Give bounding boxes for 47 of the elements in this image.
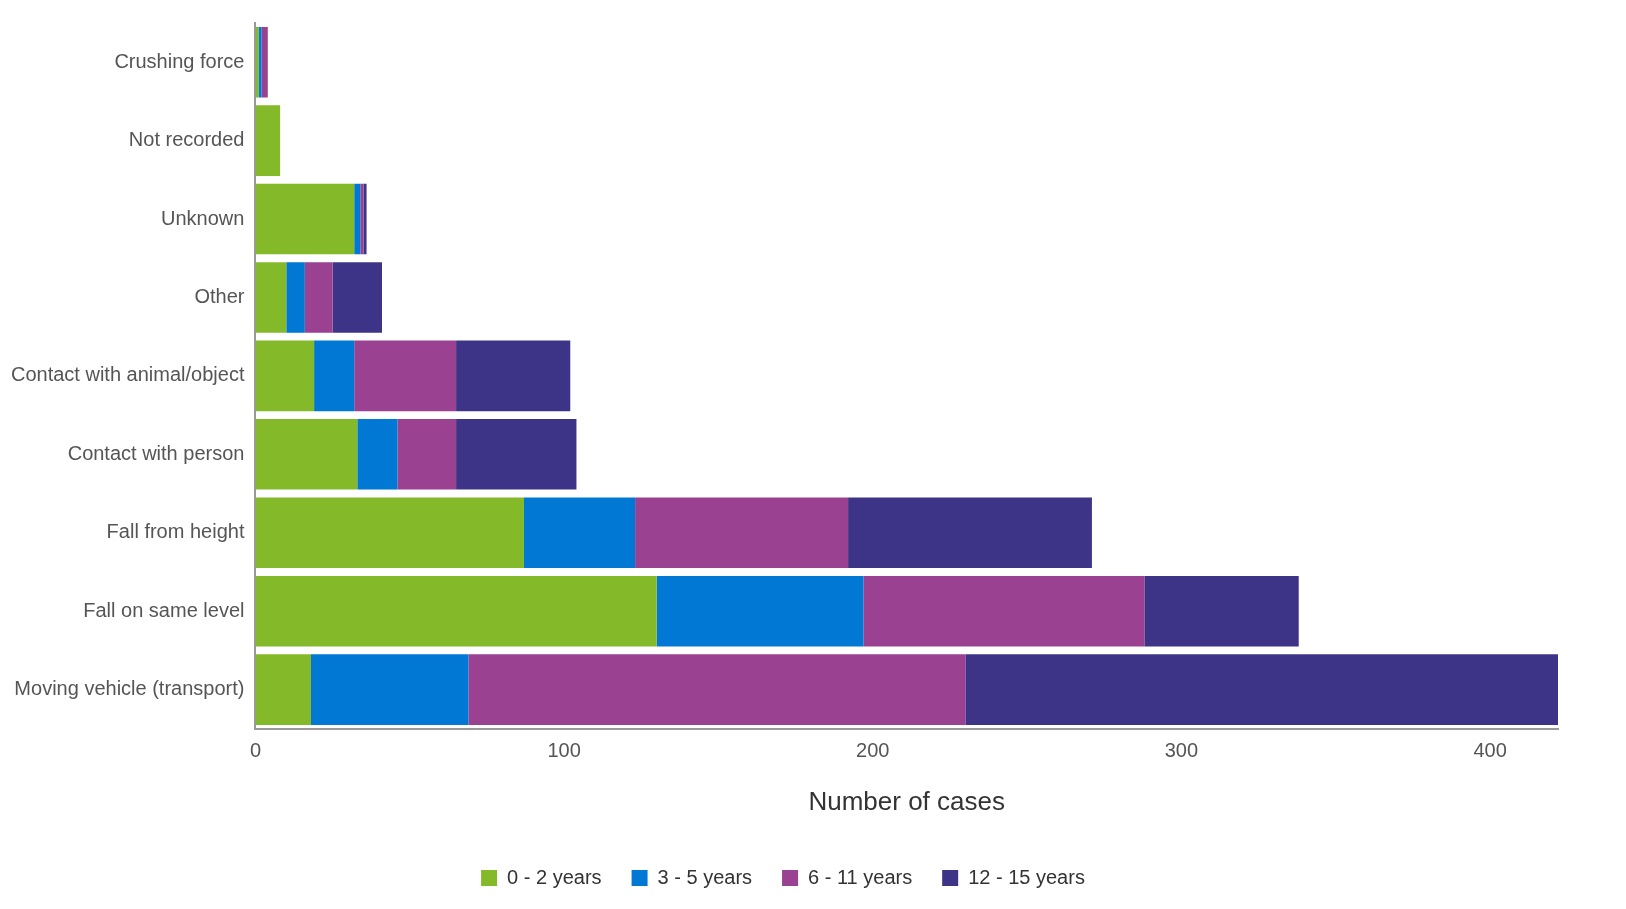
y-tick-label: Other bbox=[194, 284, 245, 307]
y-tick-label: Moving vehicle (transport) bbox=[14, 677, 245, 700]
bar bbox=[255, 262, 287, 333]
bar bbox=[332, 262, 382, 333]
y-tick-label: Contact with person bbox=[67, 441, 245, 464]
bar bbox=[255, 105, 281, 176]
bar bbox=[255, 654, 312, 725]
y-tick-label: Fall on same level bbox=[83, 598, 245, 621]
bar bbox=[255, 183, 355, 255]
bar bbox=[357, 419, 398, 490]
bar bbox=[456, 340, 571, 412]
bar bbox=[261, 26, 268, 98]
bar bbox=[468, 654, 966, 725]
bar bbox=[304, 262, 333, 333]
bar bbox=[255, 497, 524, 569]
bar bbox=[965, 654, 1558, 725]
bar bbox=[523, 497, 636, 569]
bar bbox=[635, 497, 849, 569]
legend-label: 0 - 2 years bbox=[507, 865, 602, 888]
legend-label: 12 - 15 years bbox=[968, 865, 1085, 888]
bar bbox=[255, 419, 358, 490]
legend-label: 6 - 11 years bbox=[808, 865, 913, 888]
y-tick-label: Crushing force bbox=[114, 49, 245, 72]
x-tick-label: 200 bbox=[856, 739, 890, 762]
x-tick-label: 0 bbox=[249, 739, 262, 762]
legend-label: 3 - 5 years bbox=[657, 865, 753, 888]
bar bbox=[848, 497, 1092, 569]
x-tick-label: 300 bbox=[1164, 739, 1199, 762]
bar bbox=[456, 419, 577, 490]
bar bbox=[255, 575, 657, 647]
bar bbox=[354, 340, 457, 412]
y-tick-label: Contact with animal/object bbox=[10, 363, 245, 386]
x-axis-title: Number of cases bbox=[808, 785, 1005, 816]
bar bbox=[286, 262, 305, 333]
bar bbox=[314, 340, 355, 412]
bar bbox=[354, 183, 361, 255]
bar bbox=[311, 654, 469, 725]
x-tick-label: 400 bbox=[1473, 739, 1507, 762]
y-tick-label: Not recorded bbox=[128, 128, 245, 151]
bar bbox=[255, 340, 315, 412]
bar bbox=[863, 575, 1145, 647]
x-tick-label: 100 bbox=[547, 739, 581, 762]
bar bbox=[656, 575, 864, 647]
bar bbox=[1144, 575, 1299, 647]
y-tick-label: Unknown bbox=[161, 206, 245, 229]
bar bbox=[397, 419, 457, 490]
y-tick-label: Fall from height bbox=[106, 520, 245, 543]
